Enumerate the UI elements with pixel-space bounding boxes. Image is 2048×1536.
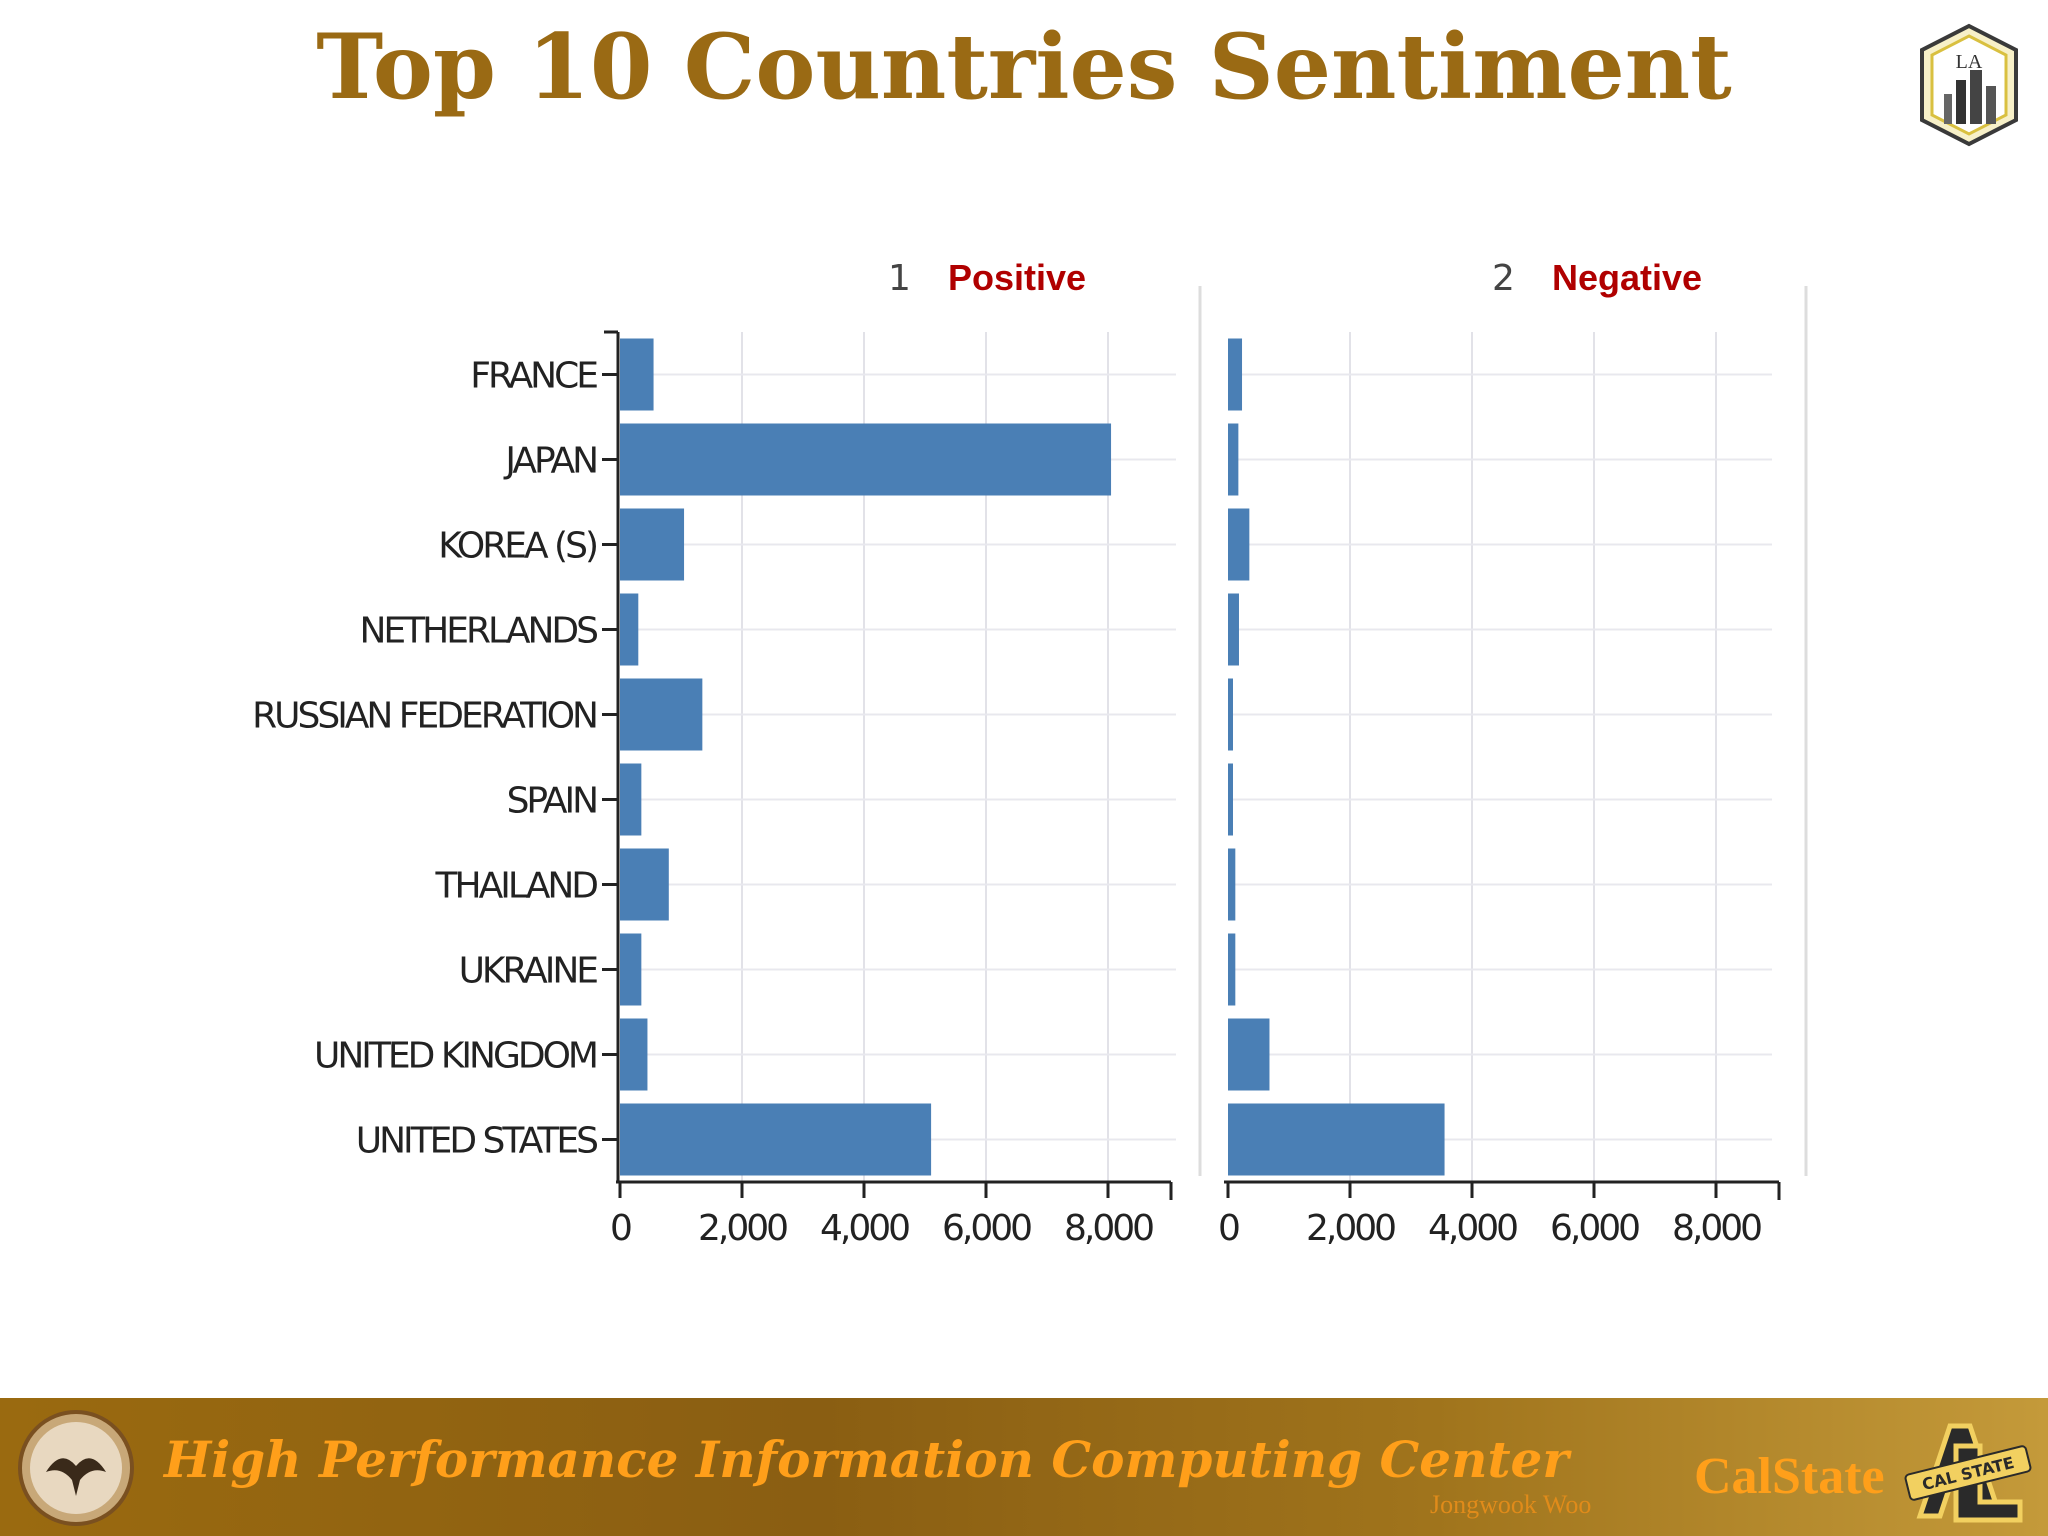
bar-negative — [1228, 848, 1236, 921]
bar-negative — [1228, 1103, 1445, 1176]
bar-negative — [1228, 423, 1239, 496]
logo-top-text: LA — [1956, 51, 1983, 73]
x-tick-label: 0 — [1218, 1208, 1239, 1249]
bar-positive — [620, 508, 685, 581]
category-label: KOREA (S) — [438, 526, 596, 567]
category-label: NETHERLANDS — [359, 611, 597, 652]
category-label: SPAIN — [507, 781, 597, 822]
footer-bar: High Performance Information Computing C… — [0, 1398, 2048, 1536]
bar-negative — [1228, 933, 1236, 1006]
bar-negative — [1228, 338, 1243, 411]
bar-positive — [620, 678, 703, 751]
facet-index: 2 — [1492, 258, 1515, 299]
sentiment-chart: 0 2,000 4,000 6,000 8,000 1 Positive 0 2,000 4,00… — [252, 257, 1808, 1249]
bar-negative — [1228, 1018, 1270, 1091]
calstatela-logo: LA — [1920, 23, 2018, 147]
category-label: UNITED KINGDOM — [314, 1036, 596, 1077]
bar-positive — [620, 423, 1112, 496]
category-label: UNITED STATES — [356, 1121, 597, 1162]
bar-positive — [620, 593, 639, 666]
bar-negative — [1228, 508, 1250, 581]
category-label: RUSSIAN FEDERATION — [252, 696, 596, 737]
category-label: THAILAND — [435, 866, 598, 907]
bar-negative — [1228, 593, 1239, 666]
bar-positive — [620, 848, 669, 921]
category-label: FRANCE — [470, 356, 597, 397]
x-tick-label: 6,000 — [1550, 1208, 1639, 1249]
bar-negative — [1228, 763, 1233, 836]
page-title: Top 10 Countries Sentiment — [316, 14, 1732, 120]
x-tick-label: 8,000 — [1672, 1208, 1761, 1249]
bar-positive — [620, 933, 642, 1006]
facet-name: Positive — [948, 257, 1086, 298]
x-tick-label: 4,000 — [820, 1208, 909, 1249]
bar-positive — [620, 1018, 648, 1091]
hpicc-seal-icon — [18, 1410, 134, 1526]
x-tick-label: 6,000 — [942, 1208, 1031, 1249]
bar-positive — [620, 1103, 932, 1176]
panel-positive: 0 2,000 4,000 6,000 8,000 1 Positive — [610, 257, 1176, 1249]
footer-center-name: High Performance Information Computing C… — [164, 1430, 1569, 1489]
cal-state-la-badge-icon: CAL STATE — [1904, 1423, 2032, 1523]
footer-author: Jongwook Woo — [1430, 1490, 1592, 1519]
facet-index: 1 — [888, 258, 911, 299]
bar-negative — [1228, 678, 1233, 751]
footer-brand: CalStateLA — [1694, 1448, 1884, 1505]
x-tick-label: 2,000 — [698, 1208, 787, 1249]
x-tick-label: 2,000 — [1306, 1208, 1395, 1249]
x-tick-label: 4,000 — [1428, 1208, 1517, 1249]
panel-negative: 0 2,000 4,000 6,000 8,000 2 Negative — [1218, 257, 1781, 1249]
x-tick-label: 0 — [610, 1208, 631, 1249]
bar-positive — [620, 338, 654, 411]
x-tick-label: 8,000 — [1064, 1208, 1153, 1249]
facet-name: Negative — [1552, 257, 1702, 298]
category-label: UKRAINE — [459, 951, 598, 992]
category-label: JAPAN — [503, 441, 596, 482]
bar-positive — [620, 763, 642, 836]
